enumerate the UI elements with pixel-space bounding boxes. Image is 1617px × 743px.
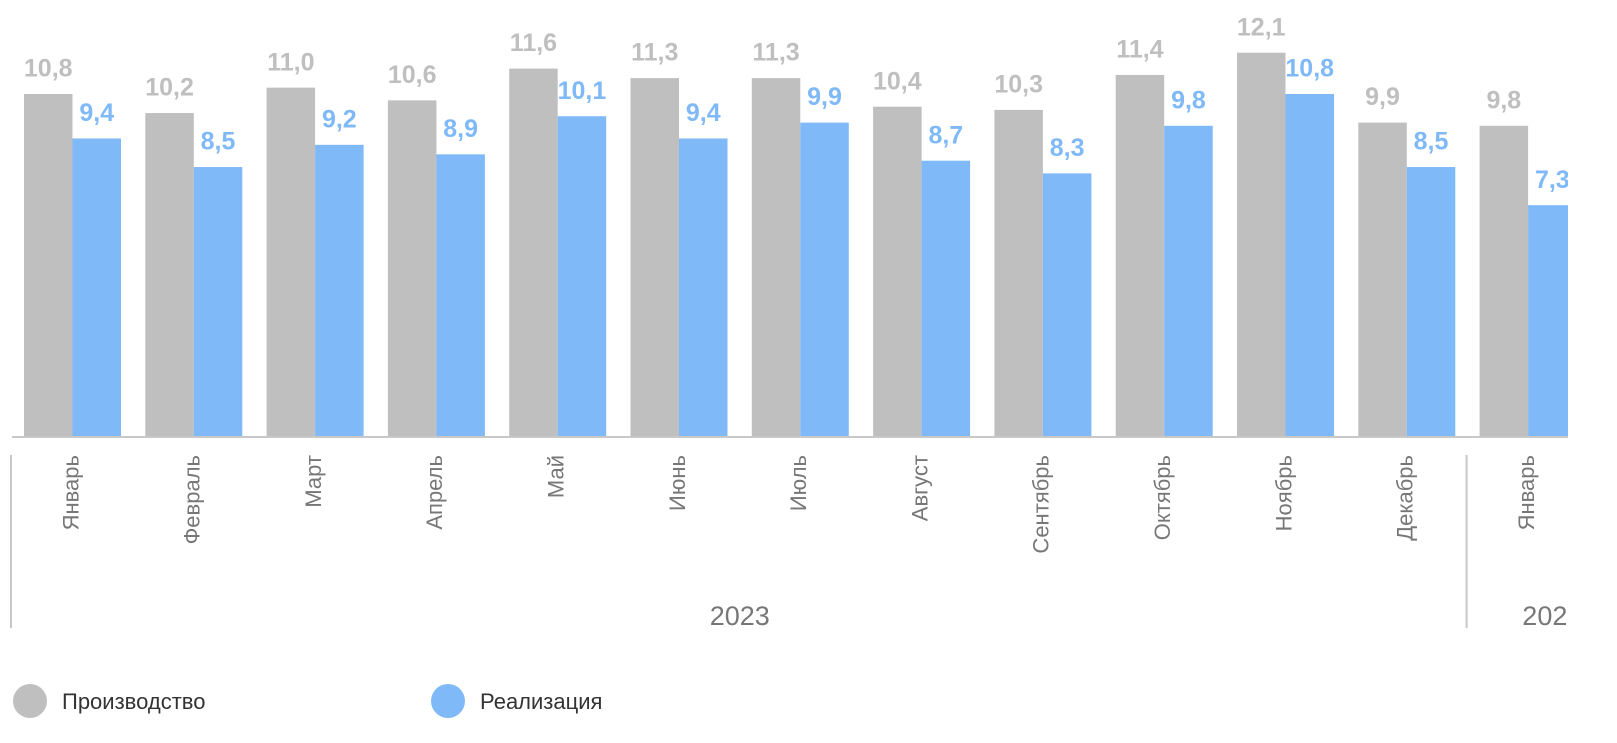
value-label: 11,0 [267,48,314,76]
value-label: 12,1 [1237,13,1286,41]
bar [1115,74,1165,437]
bar [266,87,316,438]
bar [1479,125,1529,438]
value-label: 9,8 [1486,86,1521,114]
value-label: 8,5 [1414,128,1449,156]
value-label: 8,5 [201,128,236,156]
bar [145,113,194,438]
value-label: 9,2 [322,105,357,133]
value-label: 10,3 [994,70,1043,98]
value-label: 8,9 [443,115,478,143]
x-tick-label: Август [907,455,932,521]
x-tick-label: Сентябрь [1029,455,1054,554]
x-tick-label: Январь [58,455,83,530]
value-label: 10,8 [1285,55,1334,83]
group-label: 2024 [1522,601,1582,631]
x-tick-label: Январь [1514,455,1539,530]
value-label: 10,2 [145,74,194,102]
bar [557,116,607,438]
bar [193,167,243,437]
bar [1237,52,1286,437]
value-label: 8,7 [928,121,963,149]
bar [751,78,801,437]
value-label: 10,4 [873,67,922,95]
value-label: 11,3 [752,39,799,67]
bar [315,144,364,437]
bar [1358,122,1407,438]
value-label: 10,1 [558,77,607,105]
value-label: 9,9 [1365,83,1400,111]
legend-label: Производство [62,689,205,714]
value-label: 10,6 [388,61,437,89]
x-tick-label: Декабрь [1393,455,1418,541]
value-label: 9,8 [1171,86,1206,114]
bar [1042,173,1092,437]
bar [1285,94,1334,438]
x-tick-label: Февраль [180,455,205,544]
bar [873,106,922,438]
bar [800,122,849,438]
plot: 10,8 10,2 11,0 10,6 11,6 11,3 11,3 10,4 10,3 11,4… [10,13,1582,631]
value-label: 7,3 [1535,166,1570,194]
legend-marker [431,684,465,718]
value-label: 9,9 [807,83,842,111]
value-label: 8,3 [1050,134,1085,162]
value-label: 11,6 [510,29,557,57]
bar [387,100,437,438]
bar [509,68,558,437]
value-label: 11,4 [1116,36,1163,64]
bar [1164,125,1213,438]
legend-label: Реализация [480,689,602,714]
bar [679,138,728,437]
x-tick-label: Апрель [422,455,447,530]
bar [630,78,679,437]
bar [72,138,121,437]
x-tick-label: Июнь [665,455,690,511]
bar [436,154,485,437]
bar [921,160,971,437]
value-label: 9,4 [79,99,114,127]
bar [1528,205,1568,437]
value-label: 11,3 [631,39,678,67]
x-tick-label: Октябрь [1150,455,1175,540]
value-label: 10,8 [24,55,73,83]
x-tick-label: Май [544,455,569,498]
bar [1406,167,1456,437]
x-tick-label: Март [301,455,326,508]
x-tick-label: Ноябрь [1271,455,1296,531]
value-label: 9,4 [686,99,721,127]
legend-marker [13,684,47,718]
bar [994,109,1043,437]
bar [24,94,73,438]
group-label: 2023 [710,601,770,631]
x-tick-label: Июль [786,455,811,511]
